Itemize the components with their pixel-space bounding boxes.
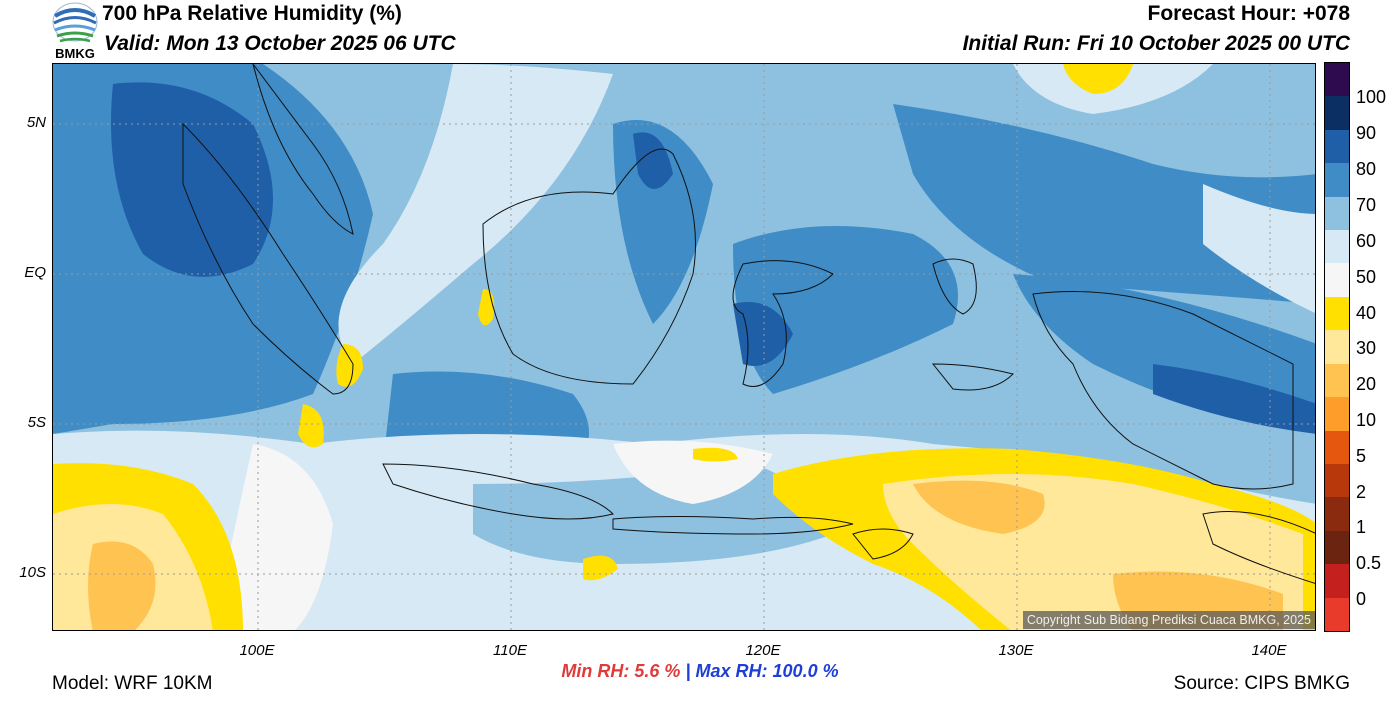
humidity-map [52, 63, 1316, 631]
blob-pacific [1063, 64, 1133, 94]
blob-flores [693, 447, 738, 462]
copyright-notice: Copyright Sub Bidang Prediksi Cuaca BMKG… [1022, 611, 1315, 629]
nusa-tenggara-coast [612, 516, 854, 535]
colorbar-label-5: 5 [1356, 446, 1367, 466]
blob-sumatra [336, 344, 363, 387]
colorbar-segment [1325, 397, 1349, 432]
malay-peninsula-coast [252, 64, 354, 235]
min-rh-label: Min RH: [561, 661, 630, 681]
forecast-hour: Forecast Hour: +078 [1147, 2, 1351, 25]
source-info: Source: CIPS BMKG [1173, 673, 1350, 694]
colorbar-label-10: 10 [1356, 410, 1377, 430]
australia-coast [1202, 511, 1315, 584]
new-guinea-coast [1032, 291, 1294, 490]
halmahera-coast [932, 258, 977, 315]
lat-label-eq: EQ [24, 264, 46, 281]
blob-sunda [298, 404, 324, 448]
colorbar-label-100: 100 [1356, 87, 1387, 107]
colorbar-segment [1325, 263, 1349, 298]
graticule [53, 64, 1315, 630]
rh-stats: Min RH: 5.6 % | Max RH: 100.0 % [0, 661, 1400, 682]
colorbar-label-0-5: 0.5 [1356, 553, 1382, 573]
colorbar [1324, 62, 1350, 632]
sumatra-coast [182, 122, 354, 395]
colorbar-label-2: 2 [1356, 482, 1367, 502]
model-info: Model: WRF 10KM [52, 673, 213, 694]
colorbar-segment [1325, 430, 1349, 465]
java-coast [382, 463, 614, 520]
sulawesi-coast [732, 260, 834, 387]
coastlines [182, 64, 1315, 584]
colorbar-segment [1325, 196, 1349, 231]
colorbar-label-0: 0 [1356, 589, 1367, 609]
blob-bali [583, 555, 618, 581]
colorbar-segment [1325, 63, 1349, 97]
stats-separator: | [685, 661, 691, 681]
lat-label-5s: 5S [27, 414, 46, 431]
colorbar-segment [1325, 230, 1349, 264]
map-title: 700 hPa Relative Humidity (%) [102, 2, 402, 25]
field-40-50-indian-ocean [213, 444, 333, 630]
initial-run: Initial Run: Fri 10 October 2025 00 UTC [962, 32, 1350, 55]
field-80-90-borneo [633, 132, 673, 189]
field-60-70-java [473, 464, 833, 564]
timor-coast [852, 528, 914, 560]
lat-label-10s: 10S [19, 564, 46, 581]
max-rh-label: Max RH: [695, 661, 768, 681]
colorbar-segment [1325, 497, 1349, 532]
colorbar-label-20: 20 [1356, 374, 1377, 394]
humidity-field [53, 64, 1315, 630]
colorbar-segment [1325, 530, 1349, 565]
lon-label-120e: 120E [745, 642, 781, 659]
field-10-20-southwest [88, 541, 156, 630]
lon-label-130e: 130E [998, 642, 1034, 659]
lat-label-5n: 5N [26, 114, 46, 131]
colorbar-segment [1325, 296, 1349, 331]
colorbar-label-70: 70 [1356, 195, 1377, 215]
lon-label-100e: 100E [239, 642, 275, 659]
field-50-60-east [1203, 184, 1315, 314]
field-80-90-sumatra-north [111, 82, 273, 277]
field-70-80-pacific [893, 104, 1315, 304]
field-10-20-banda [913, 480, 1045, 534]
colorbar-label-60: 60 [1356, 231, 1377, 251]
lon-label-140e: 140E [1251, 642, 1287, 659]
logo-text: BMKG [55, 46, 95, 61]
colorbar-segment [1325, 363, 1349, 398]
colorbar-segment [1325, 163, 1349, 198]
min-rh-value: 5.6 % [634, 661, 681, 681]
borneo-coast [482, 148, 696, 385]
field-70-80-sulawesi [733, 226, 958, 394]
colorbar-label-90: 90 [1356, 123, 1377, 143]
seram-coast [931, 363, 1014, 391]
colorbar-label-1: 1 [1356, 517, 1367, 537]
colorbar-segment [1325, 597, 1349, 632]
max-rh-value: 100.0 % [772, 661, 839, 681]
bmkg-logo: BMKG [50, 2, 100, 61]
colorbar-label-30: 30 [1356, 338, 1377, 358]
valid-time: Valid: Mon 13 October 2025 06 UTC [104, 32, 456, 55]
colorbar-segment [1325, 564, 1349, 599]
field-50-60-central [338, 64, 613, 364]
colorbar-segment [1325, 463, 1349, 498]
colorbar-segment [1325, 96, 1349, 131]
colorbar-label-50: 50 [1356, 267, 1377, 287]
colorbar-label-40: 40 [1356, 303, 1377, 323]
colorbar-segment [1325, 330, 1349, 365]
lon-label-110e: 110E [493, 642, 527, 659]
bmkg-logo-icon [52, 2, 98, 43]
colorbar-segment [1325, 129, 1349, 164]
colorbar-label-80: 80 [1356, 159, 1377, 179]
field-80-90-arafura [1153, 364, 1315, 434]
blob-borneo-west [478, 289, 495, 326]
